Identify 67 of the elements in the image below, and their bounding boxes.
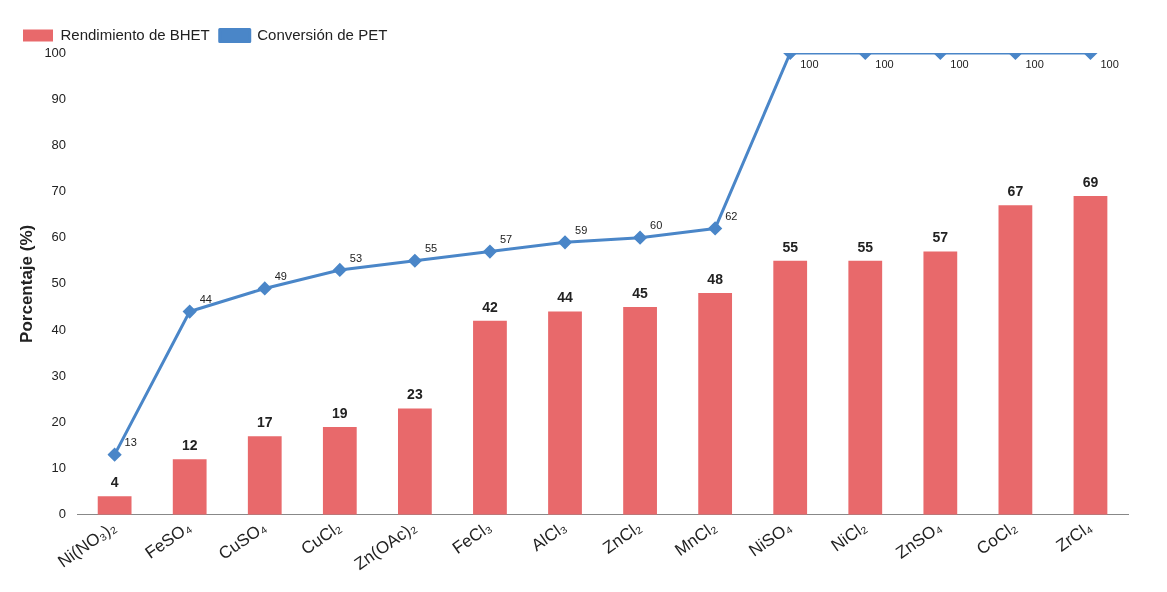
data-label: 100 (800, 57, 819, 70)
point (333, 263, 347, 277)
data-label: 44 (199, 293, 212, 306)
y-tick-label: 100 (44, 44, 67, 60)
data-label: 100 (875, 57, 894, 70)
data-label: 59 (575, 223, 588, 236)
bar (397, 408, 432, 515)
bar (998, 205, 1033, 515)
data-label: 67 (1007, 183, 1024, 200)
data-label: 60 (650, 219, 663, 232)
data-label: 17 (256, 414, 273, 431)
data-label: 4 (110, 474, 119, 491)
data-label: 13 (124, 436, 137, 449)
x-tick-label: NiCl₂ (827, 517, 871, 556)
data-label: 55 (857, 238, 874, 255)
point (183, 305, 197, 319)
y-tick-label: 30 (51, 367, 67, 383)
y-tick-label: 80 (51, 136, 67, 152)
data-label: 55 (424, 242, 438, 255)
data-label: 45 (632, 284, 649, 301)
y-tick-label: 70 (51, 183, 67, 199)
data-label: 55 (782, 238, 799, 255)
data-label: 42 (482, 298, 498, 315)
point (558, 235, 572, 249)
bar (923, 251, 958, 515)
data-label: 100 (1100, 57, 1119, 70)
x-tick-label: ZrCl₄ (1052, 517, 1096, 556)
point (408, 254, 422, 268)
bar (172, 459, 207, 515)
y-tick-label: 50 (51, 275, 67, 291)
data-label: 44 (557, 289, 574, 306)
bar (623, 306, 657, 515)
point (708, 221, 722, 235)
data-label: 100 (1025, 57, 1044, 70)
point (258, 281, 272, 295)
data-label: 19 (332, 404, 348, 421)
legend-label: Conversión de PET (257, 25, 388, 43)
data-label: 23 (407, 386, 423, 403)
x-tick-label: AlCl₃ (527, 517, 570, 555)
y-tick-label: 40 (51, 321, 67, 337)
data-label: 57 (499, 233, 513, 246)
data-label: 100 (950, 57, 969, 70)
data-label: 12 (181, 437, 198, 454)
point (633, 231, 647, 245)
bar (1073, 196, 1108, 515)
data-label: 49 (274, 269, 287, 282)
bar (247, 436, 282, 515)
y-axis-title: Porcentaje (%) (16, 224, 36, 343)
y-tick-label: 90 (51, 90, 67, 106)
bar (322, 426, 357, 515)
y-tick-label: 60 (51, 229, 67, 245)
point (483, 245, 497, 259)
y-tick-label: 10 (51, 460, 67, 476)
data-label: 69 (1082, 173, 1099, 190)
data-label: 57 (932, 229, 949, 246)
data-label: 62 (725, 209, 738, 222)
bar (548, 311, 582, 515)
y-tick-label: 20 (51, 413, 67, 429)
bar (473, 320, 507, 515)
data-label: 48 (707, 270, 724, 287)
bar (773, 260, 808, 515)
y-tick-label: 0 (58, 506, 67, 522)
legend-label: Rendimiento de BHET (60, 25, 210, 43)
bar (97, 496, 132, 515)
bar (698, 293, 733, 515)
bar (848, 260, 883, 515)
data-label: 53 (349, 251, 363, 264)
